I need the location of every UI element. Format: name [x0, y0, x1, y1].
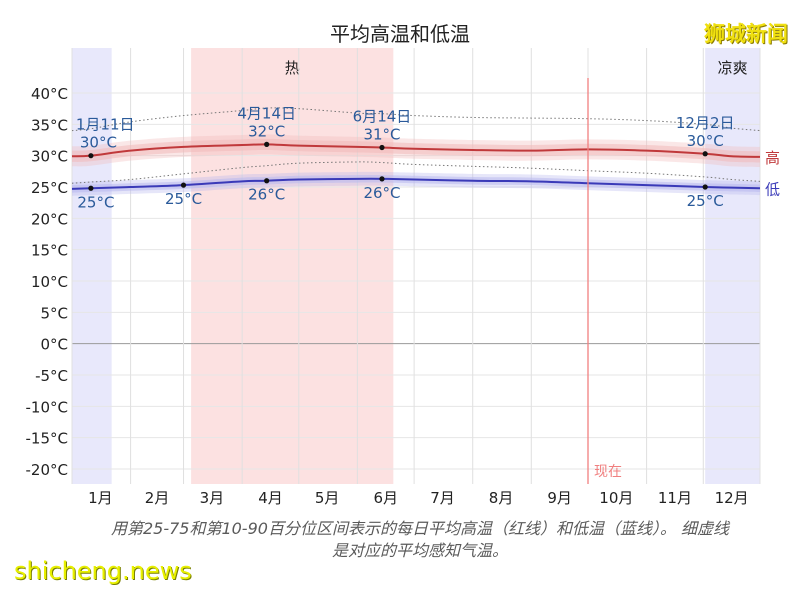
- y-tick-label-10: -10°C: [26, 398, 68, 416]
- season-label-0: 热: [285, 59, 300, 77]
- annotation-0-high-point: [88, 153, 94, 159]
- annotation-0-low: 25°C: [77, 193, 114, 211]
- series-1-label: 低: [765, 180, 780, 198]
- annotation-1-low: 25°C: [165, 190, 202, 208]
- annotation-3-low: 26°C: [363, 184, 400, 202]
- annotation-2-high: 32°C: [248, 122, 285, 140]
- y-tick-label-8: 0°C: [40, 336, 68, 354]
- season-bands: 热 凉爽: [72, 48, 760, 484]
- y-tick-label-1: 35°C: [31, 116, 68, 134]
- y-tick-label-4: 20°C: [31, 210, 68, 228]
- y-tick-label-7: 5°C: [40, 304, 68, 322]
- x-tick-label-11: 12月: [715, 489, 749, 507]
- axes: 40°C 35°C 30°C 25°C 20°C 15°C 10°C 5°C 0°C -5°C -1…: [26, 85, 749, 507]
- watermark-logo: 狮城新闻: [704, 22, 788, 46]
- x-tick-label-9: 10月: [599, 489, 633, 507]
- y-tick-label-0: 40°C: [31, 85, 68, 103]
- annotation-4-high-point: [702, 151, 708, 157]
- series-0-feels-like-line: [71, 107, 761, 132]
- annotation-3-high: 31°C: [363, 126, 400, 144]
- annotation-3-low-point: [379, 176, 385, 182]
- season-band-0: [191, 48, 394, 484]
- now-marker: 现在: [587, 78, 622, 484]
- annotation-2-low: 26°C: [248, 186, 285, 204]
- y-tick-label-9: -5°C: [35, 367, 68, 385]
- now-label: 现在: [594, 464, 622, 480]
- annotation-4-low-point: [702, 184, 708, 190]
- annotation-3-high-point: [379, 144, 385, 151]
- annotation-3-date: 6月14日: [353, 108, 412, 126]
- x-tick-label-1: 2月: [145, 489, 170, 507]
- annotation-4-low: 25°C: [687, 192, 724, 210]
- annotation-2-high-point: [264, 141, 270, 147]
- annotation-2-low-point: [264, 178, 270, 184]
- y-tick-label-2: 30°C: [31, 148, 68, 166]
- feels-like-lines: [71, 107, 761, 184]
- series-1-band-25-75: [72, 175, 760, 193]
- grid: [71, 48, 761, 484]
- x-tick-label-3: 4月: [258, 489, 283, 507]
- season-band-1: [705, 48, 760, 484]
- chart-caption: 用第25-75和第10-90百分位区间表示的每日平均高温（红线）和低温（蓝线）。…: [40, 518, 800, 562]
- annotation-2-date: 4月14日: [237, 104, 296, 122]
- y-tick-label-12: -20°C: [26, 461, 68, 479]
- x-tick-label-8: 9月: [547, 489, 572, 507]
- chart-title: 平均高温和低温: [330, 22, 470, 46]
- y-tick-label-6: 10°C: [31, 273, 68, 291]
- y-tick-label-3: 25°C: [31, 179, 68, 197]
- annotation-0-high: 30°C: [80, 134, 117, 152]
- series-0-label: 高: [765, 149, 780, 167]
- y-tick-label-11: -15°C: [26, 430, 68, 448]
- site-watermark: shicheng.news: [14, 557, 192, 585]
- x-tick-label-4: 5月: [315, 489, 340, 507]
- x-tick-label-5: 6月: [373, 489, 398, 507]
- x-tick-label-10: 11月: [658, 489, 692, 507]
- annotation-0-low-point: [88, 185, 94, 191]
- x-tick-label-2: 3月: [200, 489, 225, 507]
- y-tick-label-5: 15°C: [31, 242, 68, 260]
- x-tick-label-7: 8月: [489, 489, 514, 507]
- annotation-4-date: 12月2日: [676, 114, 735, 132]
- annotation-0-date: 1月11日: [76, 116, 135, 134]
- season-label-1: 凉爽: [718, 59, 748, 77]
- annotation-4-high: 30°C: [687, 132, 724, 150]
- annotation-1-low-point: [180, 182, 187, 188]
- caption-line-2: 是对应的平均感知气温。: [331, 541, 508, 560]
- caption-line-1: 用第25-75和第10-90百分位区间表示的每日平均高温（红线）和低温（蓝线）。…: [110, 519, 730, 538]
- x-tick-label-6: 7月: [430, 489, 455, 507]
- season-band-2: [72, 48, 112, 484]
- x-tick-label-0: 1月: [88, 489, 113, 507]
